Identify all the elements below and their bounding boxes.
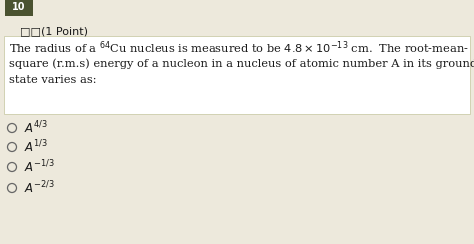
Text: The radius of a $^{64}$Cu nucleus is measured to be $4.8\times10^{-13}$ cm.  The: The radius of a $^{64}$Cu nucleus is mea… [9,40,469,56]
Text: $A^{-1/3}$: $A^{-1/3}$ [24,159,55,175]
Text: state varies as:: state varies as: [9,75,97,85]
Text: □□(1 Point): □□(1 Point) [20,26,88,36]
Text: 10: 10 [12,2,26,12]
FancyBboxPatch shape [5,0,33,16]
Text: square (r.m.s) energy of a nucleon in a nucleus of atomic number A in its ground: square (r.m.s) energy of a nucleon in a … [9,59,474,69]
Text: $A^{-2/3}$: $A^{-2/3}$ [24,180,55,196]
Text: $A^{4/3}$: $A^{4/3}$ [24,120,48,136]
FancyBboxPatch shape [4,36,470,114]
Text: $A^{1/3}$: $A^{1/3}$ [24,139,48,155]
